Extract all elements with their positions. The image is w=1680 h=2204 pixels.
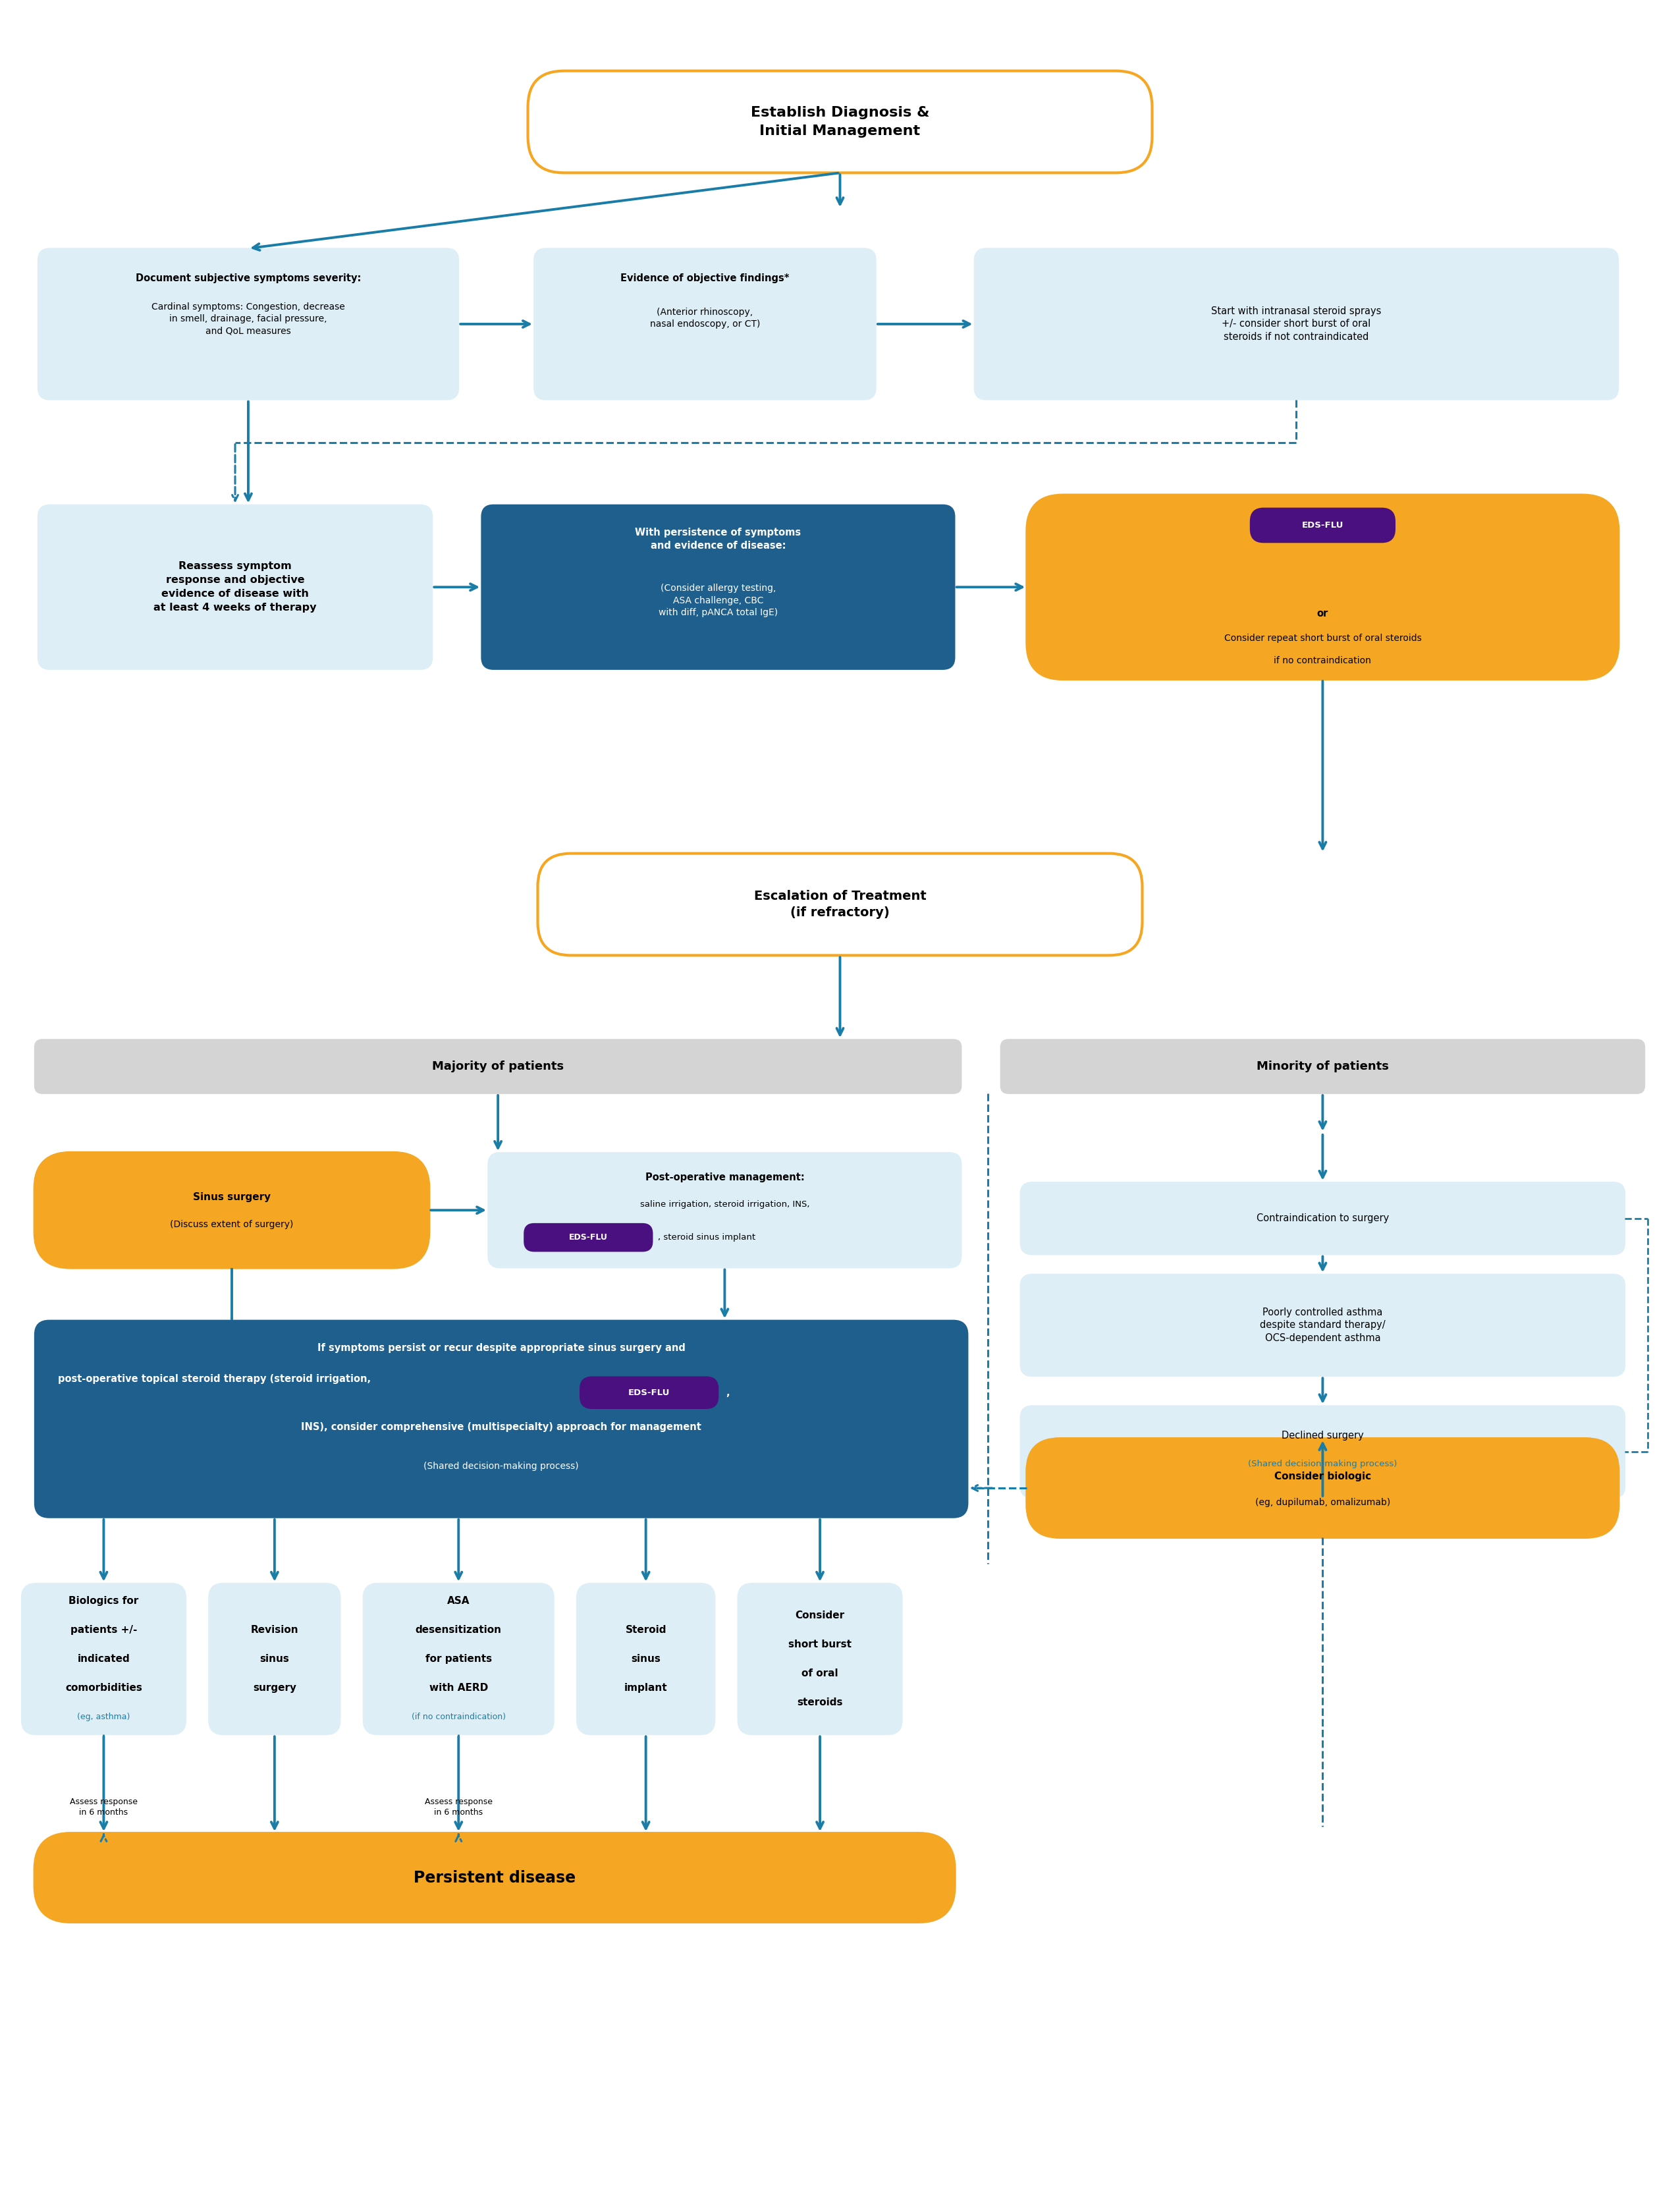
- FancyBboxPatch shape: [738, 1582, 902, 1735]
- Text: ASA: ASA: [447, 1596, 470, 1607]
- Text: Poorly controlled asthma
despite standard therapy/
OCS-dependent asthma: Poorly controlled asthma despite standar…: [1260, 1307, 1386, 1342]
- FancyBboxPatch shape: [1020, 1274, 1625, 1375]
- FancyBboxPatch shape: [482, 505, 954, 670]
- Text: Assess response
in 6 months: Assess response in 6 months: [425, 1798, 492, 1816]
- Text: , steroid sinus implant: , steroid sinus implant: [657, 1234, 756, 1241]
- Text: Establish Diagnosis &
Initial Management: Establish Diagnosis & Initial Management: [751, 106, 929, 137]
- Text: EDS-FLU: EDS-FLU: [1302, 520, 1344, 529]
- Text: Majority of patients: Majority of patients: [432, 1060, 564, 1073]
- Text: surgery: surgery: [252, 1684, 296, 1693]
- Text: Escalation of Treatment
(if refractory): Escalation of Treatment (if refractory): [754, 890, 926, 919]
- Text: EDS-FLU: EDS-FLU: [628, 1389, 670, 1397]
- Text: Consider biologic: Consider biologic: [1273, 1472, 1371, 1481]
- Text: Steroid: Steroid: [625, 1624, 667, 1635]
- FancyBboxPatch shape: [1020, 1181, 1625, 1254]
- Text: (eg, asthma): (eg, asthma): [77, 1713, 129, 1721]
- FancyBboxPatch shape: [22, 1582, 186, 1735]
- Text: with AERD: with AERD: [428, 1684, 487, 1693]
- FancyBboxPatch shape: [1250, 509, 1394, 542]
- FancyBboxPatch shape: [580, 1378, 717, 1408]
- Text: for patients: for patients: [425, 1653, 492, 1664]
- FancyBboxPatch shape: [576, 1582, 714, 1735]
- FancyBboxPatch shape: [1026, 496, 1618, 679]
- FancyBboxPatch shape: [35, 1834, 954, 1922]
- Text: or: or: [1317, 608, 1329, 619]
- Text: sinus: sinus: [260, 1653, 289, 1664]
- Text: Document subjective symptoms severity:: Document subjective symptoms severity:: [136, 273, 361, 284]
- Text: Start with intranasal steroid sprays
+/- consider short burst of oral
steroids i: Start with intranasal steroid sprays +/-…: [1211, 306, 1381, 342]
- FancyBboxPatch shape: [974, 249, 1618, 399]
- FancyBboxPatch shape: [528, 71, 1152, 172]
- Text: comorbidities: comorbidities: [66, 1684, 143, 1693]
- Text: short burst: short burst: [788, 1640, 852, 1649]
- FancyBboxPatch shape: [208, 1582, 341, 1735]
- Text: Reassess symptom
response and objective
evidence of disease with
at least 4 week: Reassess symptom response and objective …: [153, 562, 316, 613]
- FancyBboxPatch shape: [35, 1040, 961, 1093]
- Text: Minority of patients: Minority of patients: [1257, 1060, 1389, 1073]
- FancyBboxPatch shape: [524, 1223, 652, 1252]
- FancyBboxPatch shape: [35, 1153, 428, 1267]
- FancyBboxPatch shape: [35, 1320, 968, 1519]
- Text: Persistent disease: Persistent disease: [413, 1869, 576, 1887]
- Text: (Shared decision-making process): (Shared decision-making process): [423, 1461, 580, 1470]
- Text: (Anterior rhinoscopy,
nasal endoscopy, or CT): (Anterior rhinoscopy, nasal endoscopy, o…: [650, 309, 759, 328]
- Text: With persistence of symptoms
and evidence of disease:: With persistence of symptoms and evidenc…: [635, 529, 801, 551]
- Text: desensitization: desensitization: [415, 1624, 502, 1635]
- Text: (Shared decision-making process): (Shared decision-making process): [1248, 1459, 1398, 1468]
- Text: Sinus surgery: Sinus surgery: [193, 1192, 270, 1201]
- Text: Assess response
in 6 months: Assess response in 6 months: [71, 1798, 138, 1816]
- Text: Cardinal symptoms: Congestion, decrease
in smell, drainage, facial pressure,
and: Cardinal symptoms: Congestion, decrease …: [151, 302, 344, 335]
- Text: EDS-FLU: EDS-FLU: [570, 1234, 608, 1241]
- FancyBboxPatch shape: [1026, 1439, 1618, 1538]
- Text: (eg, dupilumab, omalizumab): (eg, dupilumab, omalizumab): [1255, 1499, 1391, 1508]
- Text: indicated: indicated: [77, 1653, 129, 1664]
- Text: if no contraindication: if no contraindication: [1273, 657, 1371, 666]
- Text: Contraindication to surgery: Contraindication to surgery: [1257, 1214, 1389, 1223]
- Text: saline irrigation, steroid irrigation, INS,: saline irrigation, steroid irrigation, I…: [640, 1199, 810, 1208]
- FancyBboxPatch shape: [363, 1582, 554, 1735]
- Text: steroids: steroids: [796, 1697, 843, 1708]
- Text: (if no contraindication): (if no contraindication): [412, 1713, 506, 1721]
- FancyBboxPatch shape: [39, 505, 432, 670]
- Text: (Discuss extent of surgery): (Discuss extent of surgery): [170, 1221, 294, 1230]
- FancyBboxPatch shape: [1020, 1406, 1625, 1499]
- FancyBboxPatch shape: [39, 249, 459, 399]
- Text: implant: implant: [625, 1684, 667, 1693]
- Text: patients +/-: patients +/-: [71, 1624, 138, 1635]
- FancyBboxPatch shape: [534, 249, 875, 399]
- FancyBboxPatch shape: [489, 1153, 961, 1267]
- Text: If symptoms persist or recur despite appropriate sinus surgery and: If symptoms persist or recur despite app…: [318, 1344, 685, 1353]
- Text: Biologics for: Biologics for: [69, 1596, 139, 1607]
- FancyBboxPatch shape: [1001, 1040, 1645, 1093]
- Text: of oral: of oral: [801, 1668, 838, 1679]
- Text: Revision: Revision: [250, 1624, 299, 1635]
- Text: Consider repeat short burst of oral steroids: Consider repeat short burst of oral ster…: [1225, 635, 1421, 644]
- Text: Consider: Consider: [795, 1611, 845, 1620]
- Text: INS), consider comprehensive (multispecialty) approach for management: INS), consider comprehensive (multispeci…: [301, 1422, 702, 1433]
- Text: Evidence of objective findings*: Evidence of objective findings*: [620, 273, 790, 284]
- Text: Declined surgery: Declined surgery: [1282, 1430, 1364, 1441]
- Text: post-operative topical steroid therapy (steroid irrigation,: post-operative topical steroid therapy (…: [57, 1375, 378, 1384]
- Text: ,: ,: [726, 1389, 729, 1397]
- Text: (Consider allergy testing,
ASA challenge, CBC
with diff, pANCA total IgE): (Consider allergy testing, ASA challenge…: [659, 584, 778, 617]
- Text: Post-operative management:: Post-operative management:: [645, 1173, 805, 1181]
- FancyBboxPatch shape: [538, 853, 1142, 954]
- Text: sinus: sinus: [632, 1653, 660, 1664]
